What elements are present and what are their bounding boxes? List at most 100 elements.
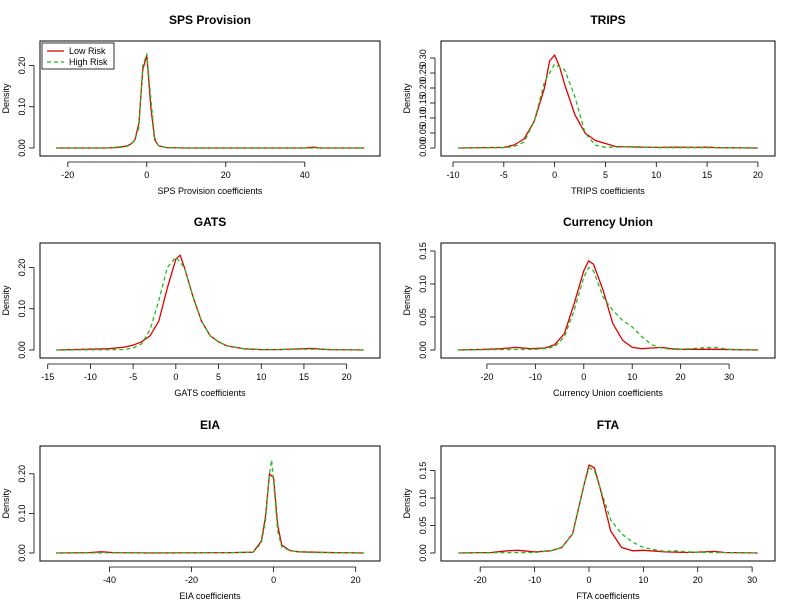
series-line-high-risk [457, 266, 759, 351]
y-tick-label: 0.20 [17, 57, 27, 75]
y-tick-label: 0.10 [17, 300, 27, 318]
panel-2: GATS -15 -10 -5 0 5 10 15 20 GATS coefficients 0.0… [1, 215, 381, 398]
x-axis-label: FTA coefficients [576, 591, 640, 601]
y-tick-label: 0.10 [418, 109, 428, 127]
x-tick-label: 40 [300, 170, 310, 180]
x-axis-label: EIA coefficients [179, 591, 241, 601]
x-axis-label: Currency Union coefficients [553, 388, 663, 398]
x-tick-label: 20 [693, 575, 703, 585]
x-tick-label: 20 [342, 372, 352, 382]
y-tick-label: 0.10 [17, 505, 27, 523]
x-axis-label: SPS Provision coefficients [158, 186, 263, 196]
legend-box [41, 42, 115, 70]
y-tick-label: 0.10 [17, 98, 27, 116]
plot-frame [39, 40, 381, 157]
x-axis-label: TRIPS coefficients [571, 186, 645, 196]
y-tick-label: 0.10 [418, 489, 428, 507]
x-tick-label: 0 [173, 372, 178, 382]
x-tick-label: 15 [299, 372, 309, 382]
x-tick-label: -20 [480, 372, 493, 382]
panel-0: SPS Provision -20 0 20 40 SPS Provision coeff… [1, 13, 381, 196]
panel-4: EIA -40 -20 0 20 EIA coefficients 0.00 0.10 0.20… [1, 418, 381, 601]
y-tick-label: 0.20 [17, 465, 27, 483]
series-line-high-risk [56, 256, 364, 351]
x-tick-label: 10 [627, 372, 637, 382]
y-tick-label: 0.00 [418, 544, 428, 562]
x-tick-label: -20 [61, 170, 74, 180]
x-tick-label: 5 [603, 170, 608, 180]
y-axis-label: Density [1, 488, 11, 519]
y-tick-label: 0.05 [418, 124, 428, 142]
series-line-high-risk [458, 63, 758, 149]
y-tick-label: 0.15 [418, 242, 428, 260]
panel-3: Currency Union -20 -10 0 10 20 30 Currency Unio… [402, 215, 776, 398]
series-line-high-risk [458, 467, 758, 554]
y-tick-label: 0.15 [418, 94, 428, 112]
x-axis-label: GATS coefficients [174, 388, 246, 398]
x-tick-label: -5 [129, 372, 137, 382]
panel-title: TRIPS [590, 13, 625, 27]
legend-label: High Risk [69, 57, 108, 67]
y-axis-label: Density [402, 488, 412, 519]
x-tick-label: -10 [528, 575, 541, 585]
x-tick-label: -20 [474, 575, 487, 585]
series-line-low-risk [457, 260, 759, 351]
y-tick-label: 0.00 [17, 139, 27, 157]
plot-frame [39, 242, 381, 359]
y-tick-label: 0.05 [418, 517, 428, 535]
y-axis-label: Density [402, 285, 412, 316]
plot-frame [440, 445, 776, 562]
plot-frame [440, 40, 776, 157]
series-line-low-risk [458, 464, 758, 554]
series-line-low-risk [56, 473, 364, 554]
x-tick-label: 5 [216, 372, 221, 382]
x-tick-label: 15 [702, 170, 712, 180]
x-tick-label: -10 [529, 372, 542, 382]
x-tick-label: -15 [41, 372, 54, 382]
x-tick-label: -5 [500, 170, 508, 180]
y-tick-label: 0.20 [17, 259, 27, 277]
series-line-low-risk [458, 54, 758, 149]
y-tick-label: 0.30 [418, 49, 428, 67]
x-tick-label: 0 [581, 372, 586, 382]
x-tick-label: 0 [552, 170, 557, 180]
x-tick-label: 30 [747, 575, 757, 585]
x-tick-label: 20 [351, 575, 361, 585]
panel-1: TRIPS -10 -5 0 5 10 15 20 TRIPS coefficients 0.00… [402, 13, 776, 196]
y-tick-label: 0.15 [418, 462, 428, 480]
x-tick-label: 10 [651, 170, 661, 180]
plot-frame [440, 242, 776, 359]
y-tick-label: 0.25 [418, 64, 428, 82]
x-tick-label: 10 [638, 575, 648, 585]
panel-title: SPS Provision [169, 13, 251, 27]
x-tick-label: 0 [271, 575, 276, 585]
legend-label: Low Risk [69, 46, 106, 56]
y-axis-label: Density [1, 83, 11, 114]
series-line-high-risk [56, 53, 365, 149]
x-tick-label: 20 [221, 170, 231, 180]
y-tick-label: 0.05 [418, 308, 428, 326]
series-line-high-risk [56, 459, 364, 554]
y-axis-label: Density [402, 83, 412, 114]
x-tick-label: 0 [586, 575, 591, 585]
x-tick-label: 10 [256, 372, 266, 382]
x-tick-label: 20 [676, 372, 686, 382]
y-tick-label: 0.00 [418, 139, 428, 157]
y-tick-label: 0.20 [418, 79, 428, 97]
x-tick-label: -10 [84, 372, 97, 382]
y-axis-label: Density [1, 285, 11, 316]
panel-5: FTA -20 -10 0 10 20 30 FTA coefficients 0.00 0.05… [402, 418, 776, 601]
x-tick-label: 0 [144, 170, 149, 180]
plot-frame [39, 445, 381, 562]
x-tick-label: -20 [185, 575, 198, 585]
x-tick-label: -40 [103, 575, 116, 585]
y-tick-label: 0.00 [418, 341, 428, 359]
panel-title: Currency Union [563, 215, 653, 229]
x-tick-label: -10 [446, 170, 459, 180]
panel-title: FTA [597, 418, 620, 432]
panel-title: GATS [194, 215, 226, 229]
y-tick-label: 0.00 [17, 341, 27, 359]
panel-title: EIA [200, 418, 220, 432]
